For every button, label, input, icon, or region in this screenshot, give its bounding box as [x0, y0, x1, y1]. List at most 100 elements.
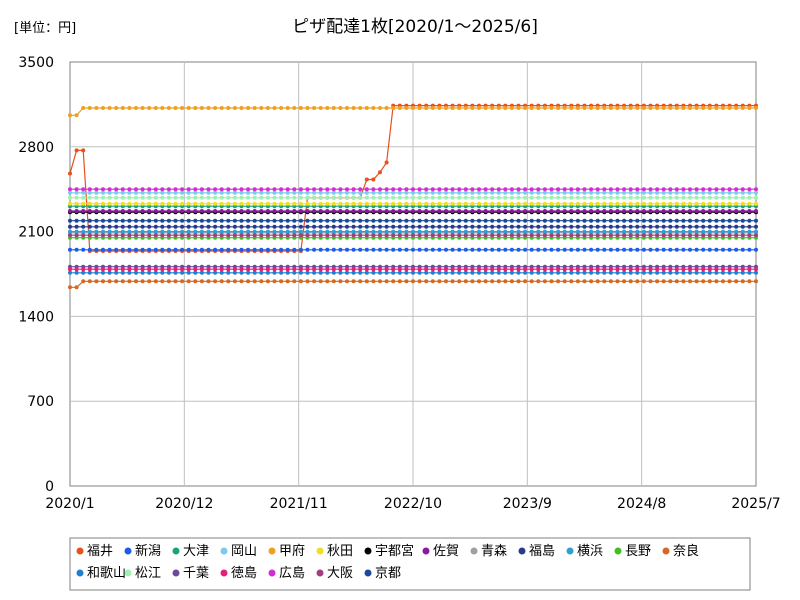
data-point	[648, 267, 653, 272]
data-point	[173, 201, 178, 206]
data-point	[734, 190, 739, 195]
data-point	[589, 247, 594, 252]
data-point	[575, 224, 580, 229]
legend-box	[69, 537, 751, 591]
data-point	[252, 229, 257, 234]
data-point	[147, 247, 152, 252]
data-point	[483, 279, 488, 284]
data-point	[509, 247, 514, 252]
data-point	[94, 190, 99, 195]
data-point	[94, 218, 99, 223]
data-point	[298, 270, 303, 275]
data-point	[595, 233, 600, 238]
data-point	[549, 190, 554, 195]
data-point	[364, 233, 369, 238]
data-point	[628, 233, 633, 238]
data-point	[483, 218, 488, 223]
data-point	[707, 187, 712, 192]
data-point	[424, 267, 429, 272]
data-point	[411, 195, 415, 200]
data-point	[239, 267, 244, 272]
data-point	[437, 218, 442, 223]
data-point	[701, 279, 706, 284]
data-point	[279, 224, 284, 229]
data-point	[331, 229, 336, 234]
data-point	[351, 201, 356, 206]
data-point	[562, 218, 567, 223]
data-point	[272, 187, 277, 192]
data-point	[529, 270, 534, 275]
data-point	[529, 190, 534, 195]
data-point	[582, 195, 587, 200]
data-point	[496, 224, 501, 229]
data-point	[648, 279, 653, 284]
data-point	[714, 190, 719, 195]
data-point	[331, 270, 336, 275]
data-point	[430, 209, 435, 213]
data-point	[523, 201, 528, 206]
data-point	[74, 270, 79, 275]
data-point	[595, 229, 600, 234]
data-point	[516, 224, 521, 229]
data-point	[674, 270, 679, 275]
data-point	[707, 224, 712, 229]
x-tick-label: 2020/12	[155, 496, 213, 512]
data-point	[292, 229, 297, 234]
data-point	[575, 209, 580, 213]
data-point	[747, 229, 752, 234]
data-point	[81, 270, 86, 275]
data-point	[430, 233, 435, 238]
data-point	[279, 209, 284, 213]
data-point	[681, 267, 686, 272]
data-point	[694, 187, 699, 192]
legend-label: 長野	[625, 544, 651, 559]
data-point	[417, 106, 422, 110]
data-point	[747, 187, 752, 192]
data-point	[74, 285, 79, 290]
data-point	[575, 279, 580, 284]
data-point	[265, 209, 270, 213]
data-point	[166, 279, 171, 284]
series-福島	[68, 224, 758, 229]
data-point	[556, 233, 561, 238]
data-point	[523, 233, 528, 238]
data-point	[371, 201, 376, 206]
data-point	[602, 187, 607, 192]
data-point	[450, 279, 455, 284]
data-point	[94, 233, 99, 238]
data-point	[298, 279, 303, 284]
data-point	[232, 247, 237, 252]
data-point	[358, 218, 363, 223]
data-point	[351, 187, 356, 192]
data-point	[608, 190, 613, 195]
data-point	[549, 201, 554, 206]
data-point	[219, 229, 224, 234]
data-point	[569, 187, 574, 192]
data-point	[608, 106, 613, 110]
data-point	[411, 201, 415, 206]
data-point	[490, 190, 495, 195]
data-point	[509, 209, 514, 213]
y-tick-label: 1400	[18, 309, 54, 325]
data-point	[740, 190, 745, 195]
data-point	[694, 195, 699, 200]
data-point	[701, 270, 706, 275]
data-point	[305, 270, 310, 275]
data-point	[668, 218, 673, 223]
data-point	[734, 201, 739, 206]
data-point	[391, 279, 396, 284]
data-point	[325, 201, 330, 206]
data-point	[602, 190, 607, 195]
data-point	[272, 270, 277, 275]
data-point	[378, 187, 382, 192]
data-point	[589, 187, 594, 192]
data-point	[536, 190, 541, 195]
data-point	[312, 209, 317, 213]
data-point	[641, 195, 646, 200]
data-point	[140, 270, 145, 275]
data-point	[147, 201, 152, 206]
data-point	[279, 201, 284, 206]
legend-label: 奈良	[673, 543, 699, 559]
data-point	[147, 195, 152, 200]
data-point	[721, 229, 725, 234]
